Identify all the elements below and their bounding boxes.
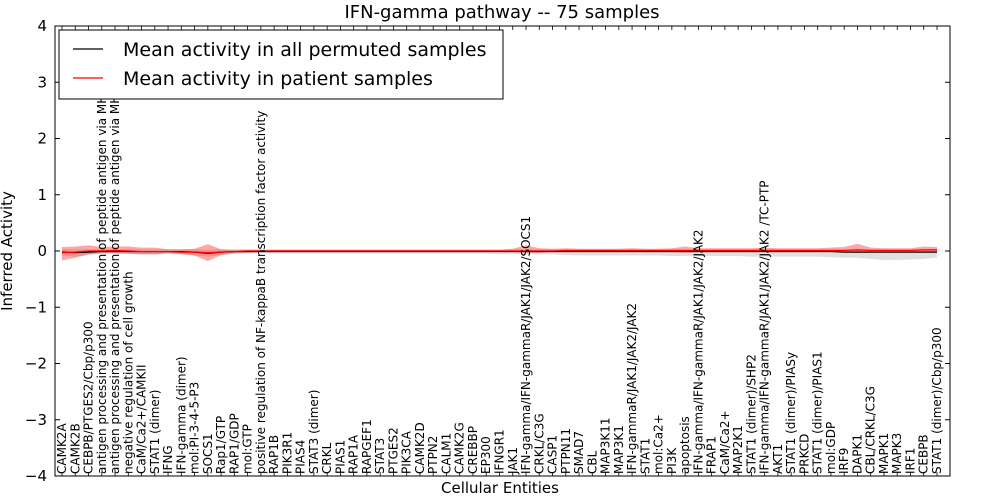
x-tick-label: Rap1/GTP bbox=[214, 416, 228, 474]
x-tick-label: IFNG bbox=[161, 445, 175, 474]
x-tick-label: CREBBP bbox=[466, 426, 480, 474]
legend-box bbox=[58, 29, 504, 100]
legend-label-permuted: Mean activity in all permuted samples bbox=[123, 39, 486, 61]
x-tick-label: antigen processing and presentation of p… bbox=[95, 45, 109, 474]
x-tick-label: STAT1 (dimer)/Cbp/p300 bbox=[930, 327, 944, 474]
x-tick-label: CAMK2G bbox=[453, 422, 467, 474]
x-tick-label: RAP1B bbox=[267, 435, 281, 474]
x-tick-label: IRF1 bbox=[903, 448, 917, 474]
x-tick-label: mol:GDP bbox=[824, 422, 838, 474]
band-patient bbox=[62, 243, 937, 262]
x-tick-label: MAP3K11 bbox=[599, 417, 613, 474]
x-tick-label: CBL bbox=[585, 450, 599, 474]
x-tick-label: STAT3 bbox=[373, 438, 387, 474]
x-tick-label: FRAP1 bbox=[705, 436, 719, 474]
x-tick-label: CAMK2B bbox=[68, 423, 82, 474]
x-tick-label: CBL/CRKL/C3G bbox=[864, 386, 878, 474]
x-tick-label: CaM/Ca2+ bbox=[718, 410, 732, 474]
x-tick-label: apoptosis bbox=[678, 416, 692, 474]
x-tick-label: PTPN11 bbox=[559, 428, 573, 474]
x-tick-label: PIK3CA bbox=[400, 430, 414, 474]
x-tick-label: IFN-gamma/IFN-gammaR/JAK1/JAK2/JAK2 bbox=[691, 229, 705, 474]
legend-label-patient: Mean activity in patient samples bbox=[123, 68, 433, 90]
x-tick-label: CaM/Ca2+/CAMKII bbox=[135, 365, 149, 474]
y-tick-label: 2 bbox=[37, 130, 47, 148]
x-tick-label: CRKL bbox=[320, 442, 334, 474]
x-tick-label: CRKL/C3G bbox=[532, 413, 546, 474]
x-tick-label: antigen processing and presentation of p… bbox=[108, 42, 122, 474]
x-tick-label: RAPGEF1 bbox=[360, 419, 374, 474]
x-tick-label: PI3K bbox=[665, 447, 679, 474]
x-tick-label: IFN-gamma/IFN-gammaR/JAK1/JAK2/SOCS1 bbox=[519, 216, 533, 474]
x-tick-label: AKT1 bbox=[771, 444, 785, 474]
x-axis-label: Cellular Entities bbox=[441, 479, 559, 497]
x-tick-label: DAPK1 bbox=[850, 434, 864, 474]
x-tick-label: CAMK2D bbox=[413, 422, 427, 474]
category-labels: CAMK2A CAMK2B CEBPB/PTGES2/Cbp/p300 antigen… bbox=[55, 42, 944, 475]
x-tick-label: mol:PI-3-4-5-P3 bbox=[188, 382, 202, 474]
x-tick-label: STAT3 (dimer) bbox=[307, 390, 321, 474]
legend: Mean activity in all permuted samples Me… bbox=[58, 29, 504, 100]
x-tick-label: IFN-gammaR/JAK1/JAK2/JAK2 bbox=[625, 303, 639, 474]
x-tick-label: JAK1 bbox=[506, 447, 520, 475]
x-tick-label: negative regulation of cell growth bbox=[121, 271, 135, 474]
y-tick-label: 3 bbox=[37, 73, 47, 91]
x-tick-label: MAPK1 bbox=[877, 433, 891, 474]
y-tick-label: −1 bbox=[25, 298, 47, 316]
x-tick-label: RAP1A bbox=[347, 434, 361, 474]
series-lines bbox=[61, 249, 937, 254]
x-tick-label: PIK3R1 bbox=[280, 432, 294, 474]
x-tick-label: STAT1 (dimer)/SHP2 bbox=[744, 354, 758, 474]
x-tick-label: IFN-gamma/IFN-gammaR/JAK1/JAK2/JAK2 /TC-… bbox=[758, 180, 772, 474]
y-tick-label: 1 bbox=[37, 186, 47, 204]
x-tick-label: mol:Ca2+ bbox=[652, 414, 666, 474]
x-tick-label: SMAD7 bbox=[572, 431, 586, 474]
x-tick-label: STAT1 (dimer)/PIASy bbox=[784, 352, 798, 474]
x-tick-label: CALM1 bbox=[439, 433, 453, 474]
x-tick-label: STAT1 (dimer) bbox=[148, 390, 162, 474]
x-tick-label: PTGES2 bbox=[386, 427, 400, 474]
line-patient-mean bbox=[61, 249, 937, 254]
x-tick-label: PTPN2 bbox=[426, 436, 440, 474]
x-tick-label: EP300 bbox=[479, 436, 493, 474]
x-tick-label: positive regulation of NF-kappaB transcr… bbox=[254, 111, 268, 474]
y-tick-label: −4 bbox=[25, 467, 47, 485]
x-tick-label: RAP1/GDP bbox=[227, 413, 241, 474]
x-tick-label: MAP2K1 bbox=[731, 425, 745, 474]
x-tick-label: STAT1 bbox=[638, 438, 652, 474]
x-tick-label: IFNGR1 bbox=[493, 429, 507, 474]
chart-title: IFN-gamma pathway -- 75 samples bbox=[344, 2, 659, 23]
y-tick-label: −3 bbox=[25, 411, 47, 429]
x-tick-label: IRF9 bbox=[837, 448, 851, 474]
y-axis: −4 −3 −2 −1 0 1 2 3 4 bbox=[25, 17, 950, 485]
x-tick-label: IFN-gamma (dimer) bbox=[174, 356, 188, 474]
y-tick-label: −2 bbox=[25, 355, 47, 373]
x-tick-label: MAPK3 bbox=[890, 433, 904, 474]
x-tick-label: CAMK2A bbox=[55, 423, 69, 474]
x-tick-label: SOCS1 bbox=[201, 433, 215, 474]
x-tick-label: CASP1 bbox=[546, 435, 560, 474]
x-tick-label: PRKCD bbox=[797, 434, 811, 474]
x-tick-label: STAT1 (dimer)/PIAS1 bbox=[811, 351, 825, 474]
x-tick-label: PIAS1 bbox=[333, 440, 347, 474]
y-tick-label: 4 bbox=[37, 17, 47, 35]
y-tick-label: 0 bbox=[37, 242, 47, 260]
x-tick-label: CEBPB bbox=[917, 434, 931, 474]
y-axis-label: Inferred Activity bbox=[0, 191, 16, 311]
x-tick-label: MAP3K1 bbox=[612, 425, 626, 474]
x-tick-label: CEBPB/PTGES2/Cbp/p300 bbox=[82, 321, 96, 474]
x-tick-label: PIAS4 bbox=[294, 440, 308, 474]
x-tick-label: mol:GTP bbox=[241, 424, 255, 474]
